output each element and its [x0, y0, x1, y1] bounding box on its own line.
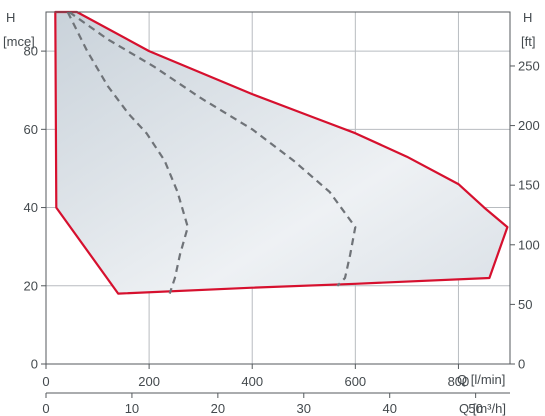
y-left-tick-label: 80	[24, 44, 38, 59]
x-lmin-tick-label: 400	[241, 374, 263, 389]
y-right-tick-label: 250	[518, 58, 540, 73]
y-right-tick-label: 200	[518, 118, 540, 133]
x-m3h-tick-label: 50	[468, 401, 482, 416]
x-label-m3h: Q [m³/h]	[459, 401, 506, 416]
y-left-tick-label: 60	[24, 122, 38, 137]
y-right-tick-label: 100	[518, 237, 540, 252]
axis-ticks	[41, 50, 515, 398]
y-left-tick-label: 0	[31, 357, 38, 372]
y-right-tick-label: 50	[518, 297, 532, 312]
y-right-label-line1: H	[523, 10, 532, 25]
x-label-lmin: Q [l/min]	[457, 372, 505, 387]
operating-envelope	[54, 10, 509, 295]
y-left-label-line1: H	[6, 10, 15, 25]
x-lmin-tick-label: 200	[138, 374, 160, 389]
x-m3h-tick-label: 0	[42, 401, 49, 416]
x-m3h-tick-label: 10	[125, 401, 139, 416]
x-m3h-tick-label: 20	[211, 401, 225, 416]
x-lmin-tick-label: 600	[344, 374, 366, 389]
x-lmin-tick-label: 800	[448, 374, 470, 389]
y-left-tick-label: 40	[24, 200, 38, 215]
plot-area	[54, 10, 509, 295]
y-right-tick-label: 0	[518, 357, 525, 372]
x-m3h-tick-label: 40	[382, 401, 396, 416]
performance-curve-2	[68, 11, 357, 287]
x-m3h-tick-label: 30	[297, 401, 311, 416]
plot-frame	[45, 11, 511, 365]
y-right-label-line2: [ft]	[521, 34, 535, 49]
y-right-tick-label: 150	[518, 178, 540, 193]
x-lmin-tick-label: 0	[42, 374, 49, 389]
y-left-tick-label: 20	[24, 278, 38, 293]
y-left-label-line2: [mce]	[3, 34, 35, 49]
